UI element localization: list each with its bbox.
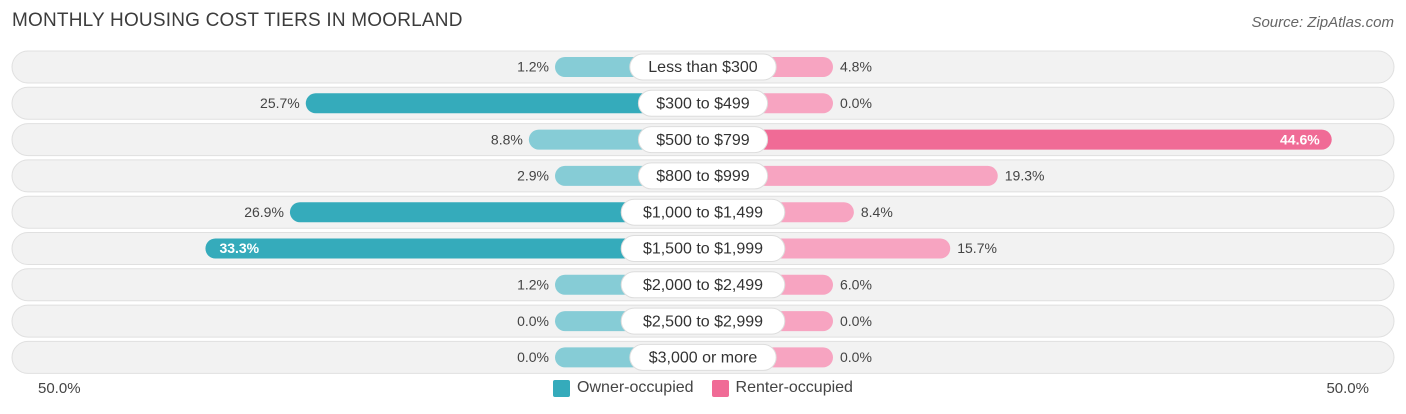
renter-value-label: 44.6% [1280, 131, 1320, 147]
category-label: $2,500 to $2,999 [643, 313, 763, 330]
category-pill [637, 126, 769, 154]
renter-value-label: 0.0% [840, 313, 872, 329]
category-pill [620, 198, 786, 226]
category-pill [620, 307, 786, 335]
category-pill [629, 53, 777, 81]
chart-title: MONTHLY HOUSING COST TIERS IN MOORLAND [12, 10, 463, 31]
owner-value-label: 0.0% [517, 313, 549, 329]
renter-value-label: 15.7% [957, 240, 997, 256]
owner-value-label: 2.9% [517, 168, 549, 184]
renter-legend-label: Renter-occupied [735, 379, 853, 396]
category-label: Less than $300 [648, 59, 758, 76]
owner-legend-label: Owner-occupied [577, 379, 694, 396]
renter-swatch [711, 379, 729, 397]
owner-value-label: 1.2% [517, 277, 549, 293]
category-pill [620, 271, 786, 299]
category-pill [637, 89, 769, 117]
owner-bar [205, 238, 703, 259]
category-pill [637, 162, 769, 190]
owner-value-label: 26.9% [244, 204, 284, 220]
renter-value-label: 0.0% [840, 95, 872, 111]
axis-left-label: 50.0% [38, 380, 81, 397]
category-label: $800 to $999 [656, 168, 750, 185]
category-label: $1,000 to $1,499 [643, 204, 763, 221]
owner-bar [289, 202, 703, 223]
owner-value-label: 33.3% [219, 240, 259, 256]
owner-value-label: 1.2% [517, 59, 549, 75]
owner-swatch [553, 379, 571, 397]
owner-value-label: 25.7% [260, 95, 300, 111]
category-label: $3,000 or more [649, 350, 758, 367]
owner-bar [305, 93, 703, 114]
renter-value-label: 0.0% [840, 349, 872, 365]
renter-value-label: 4.8% [840, 59, 872, 75]
legend: Owner-occupied Renter-occupied [0, 379, 1406, 397]
category-pill [620, 235, 786, 262]
category-label: $2,000 to $2,499 [643, 277, 763, 294]
category-label: $500 to $799 [656, 132, 750, 149]
renter-value-label: 6.0% [840, 277, 872, 293]
owner-value-label: 0.0% [517, 349, 549, 365]
category-label: $1,500 to $1,999 [643, 241, 763, 258]
category-pill [629, 343, 777, 371]
renter-value-label: 19.3% [1005, 168, 1045, 184]
renter-bar [703, 165, 998, 186]
axis-right-label: 50.0% [1326, 380, 1369, 397]
owner-value-label: 8.8% [491, 131, 523, 147]
legend-item-owner: Owner-occupied [553, 379, 694, 397]
legend-item-renter: Renter-occupied [711, 379, 853, 397]
renter-value-label: 8.4% [861, 204, 893, 220]
category-label: $300 to $499 [656, 96, 750, 113]
renter-bar [703, 129, 1332, 150]
source-note: Source: ZipAtlas.com [1251, 14, 1394, 31]
